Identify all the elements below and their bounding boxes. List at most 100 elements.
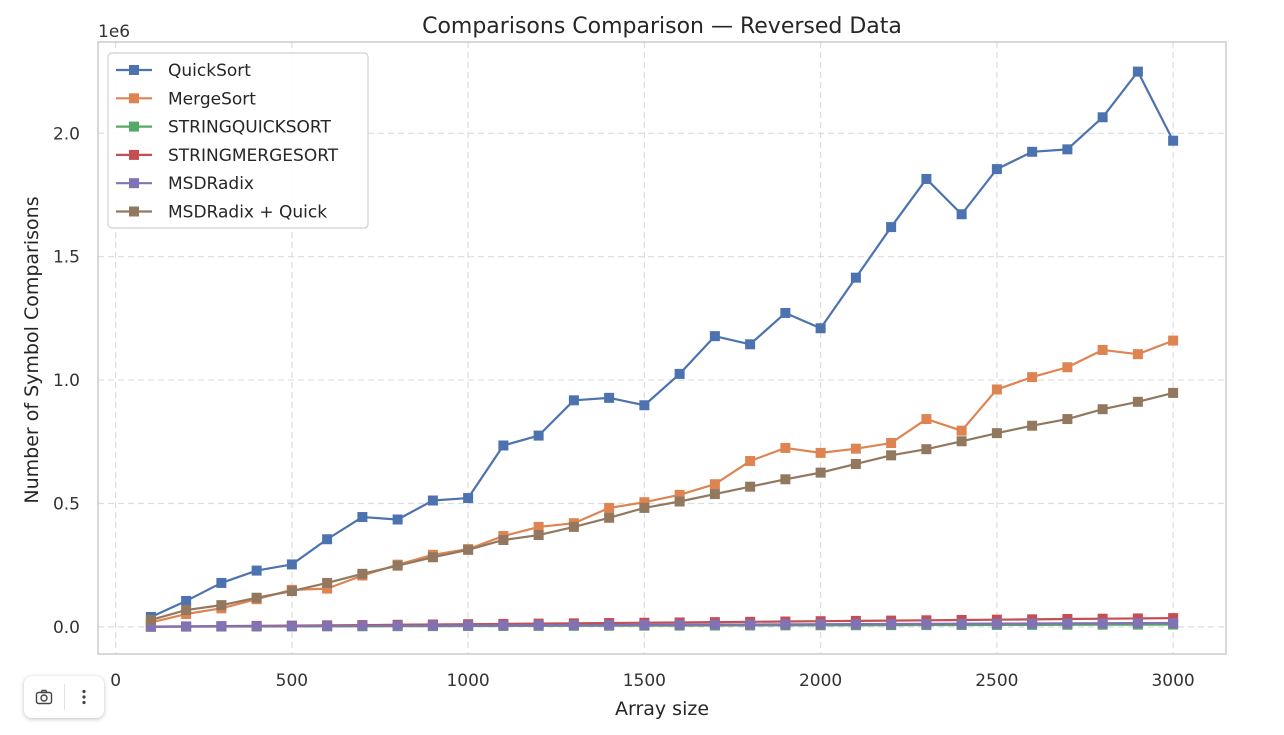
data-point bbox=[850, 619, 861, 630]
data-point bbox=[357, 568, 368, 579]
series-line bbox=[150, 391, 1174, 622]
y-tick-label: 1.5 bbox=[53, 248, 80, 268]
data-point bbox=[639, 619, 650, 630]
data-point bbox=[991, 428, 1002, 439]
data-point bbox=[886, 438, 897, 449]
data-point bbox=[604, 502, 615, 513]
data-point bbox=[286, 586, 297, 597]
data-point bbox=[533, 620, 544, 631]
data-point bbox=[498, 534, 509, 545]
data-point bbox=[709, 489, 720, 500]
camera-icon[interactable] bbox=[24, 676, 64, 718]
y-tick-label: 1.0 bbox=[53, 371, 80, 391]
data-point bbox=[1132, 349, 1143, 360]
data-point bbox=[463, 544, 474, 555]
data-point bbox=[392, 514, 403, 525]
legend-label: MSDRadix + Quick bbox=[168, 203, 327, 223]
data-point bbox=[780, 307, 791, 318]
x-tick-label: 1500 bbox=[623, 671, 666, 691]
data-point bbox=[498, 440, 509, 451]
data-point bbox=[322, 577, 333, 588]
data-point bbox=[322, 534, 333, 545]
data-point bbox=[251, 621, 262, 632]
data-point bbox=[709, 619, 720, 630]
data-point bbox=[1168, 618, 1179, 629]
series-stringmergesort bbox=[145, 613, 1179, 632]
data-point bbox=[1062, 144, 1073, 155]
data-point bbox=[815, 619, 826, 630]
data-point bbox=[604, 620, 615, 630]
legend-label: QuickSort bbox=[168, 61, 251, 81]
data-point bbox=[745, 456, 756, 467]
data-point bbox=[1132, 396, 1143, 407]
more-vertical-icon-glyph bbox=[82, 689, 86, 705]
data-point bbox=[1097, 344, 1108, 355]
data-point bbox=[709, 331, 720, 342]
data-point bbox=[815, 323, 826, 334]
data-point bbox=[1168, 335, 1179, 346]
legend-entry: STRINGQUICKSORT bbox=[116, 118, 331, 138]
data-point bbox=[251, 565, 262, 576]
axis-ticks: 0 500 1000 1500 2000 2500 3000 0.0 0.5 1.0 1.5 2.0 bbox=[53, 124, 1195, 691]
data-point bbox=[357, 620, 368, 631]
data-point bbox=[745, 339, 756, 350]
data-point bbox=[921, 173, 932, 184]
legend-entry: MSDRadix bbox=[116, 174, 254, 194]
series-line bbox=[150, 621, 1174, 628]
data-point bbox=[850, 272, 861, 283]
legend-entry: MSDRadix + Quick bbox=[116, 203, 327, 223]
data-point bbox=[427, 620, 438, 631]
x-tick-label: 0 bbox=[110, 671, 121, 691]
chart-title: Comparisons Comparison — Reversed Data bbox=[422, 14, 902, 39]
data-point bbox=[745, 619, 756, 630]
data-point bbox=[216, 600, 227, 611]
data-point bbox=[251, 592, 262, 603]
data-point bbox=[991, 164, 1002, 175]
x-tick-label: 3000 bbox=[1151, 671, 1194, 691]
data-point bbox=[216, 577, 227, 588]
data-point bbox=[674, 496, 685, 507]
data-point bbox=[533, 521, 544, 532]
x-axis-label: Array size bbox=[615, 698, 709, 720]
data-point bbox=[463, 493, 474, 504]
data-point bbox=[1062, 618, 1073, 629]
more-vertical-icon[interactable] bbox=[64, 676, 104, 718]
data-point bbox=[392, 620, 403, 631]
data-point bbox=[1097, 404, 1108, 415]
legend-entry: STRINGMERGESORT bbox=[116, 146, 339, 166]
data-point bbox=[745, 481, 756, 492]
data-point bbox=[568, 521, 579, 532]
series-quicksort bbox=[145, 66, 1179, 622]
data-point bbox=[1097, 618, 1108, 629]
data-point bbox=[427, 495, 438, 506]
data-point bbox=[780, 474, 791, 485]
data-point bbox=[533, 430, 544, 441]
y-tick-label: 0.5 bbox=[53, 494, 80, 514]
x-tick-label: 500 bbox=[276, 671, 308, 691]
series-msdradix bbox=[145, 618, 1179, 632]
legend-marker bbox=[129, 149, 139, 160]
data-point bbox=[427, 552, 438, 563]
data-point bbox=[886, 619, 897, 630]
data-point bbox=[181, 605, 192, 616]
data-point bbox=[604, 512, 615, 523]
y-offset-label: 1e6 bbox=[98, 22, 130, 42]
legend-entry: QuickSort bbox=[116, 61, 251, 81]
data-point bbox=[780, 442, 791, 453]
data-point bbox=[1132, 66, 1143, 77]
series-lines bbox=[145, 66, 1179, 632]
data-point bbox=[639, 400, 650, 411]
data-point bbox=[216, 621, 227, 632]
legend-label: STRINGMERGESORT bbox=[168, 146, 339, 166]
data-point bbox=[886, 450, 897, 461]
data-point bbox=[921, 414, 932, 425]
series-line bbox=[150, 339, 1174, 624]
data-point bbox=[145, 621, 156, 632]
data-point bbox=[322, 620, 333, 631]
legend-marker bbox=[129, 93, 139, 104]
data-point bbox=[921, 618, 932, 629]
data-point bbox=[921, 444, 932, 455]
data-point bbox=[780, 619, 791, 630]
data-point bbox=[850, 443, 861, 454]
